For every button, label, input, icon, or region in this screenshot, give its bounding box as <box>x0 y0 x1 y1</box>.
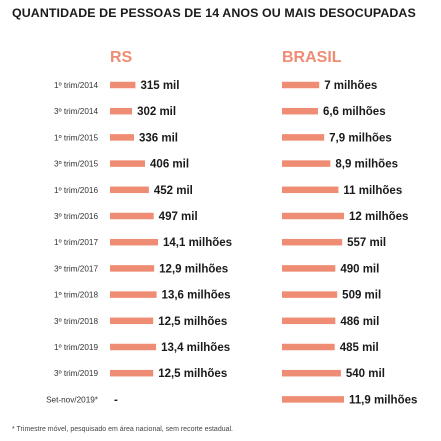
brasil-value-label: 486 mil <box>340 316 379 328</box>
brasil-value-label: 7,9 milhões <box>329 132 392 144</box>
category-label: 1º trim/2015 <box>54 133 98 142</box>
brasil-bar <box>282 186 339 194</box>
rs-value-label: 336 mil <box>139 132 178 144</box>
brasil-bar <box>282 238 343 246</box>
rs-bar <box>110 212 154 220</box>
rs-bar <box>110 317 154 325</box>
rs-bar <box>110 369 154 377</box>
rs-bar <box>110 160 146 167</box>
category-label: Set-nov/2019* <box>46 395 99 404</box>
rs-value-label: 406 mil <box>150 159 189 171</box>
rs-bar <box>110 265 155 272</box>
brasil-value-label: 509 mil <box>342 290 381 302</box>
rs-bar <box>110 81 136 89</box>
category-label: 1º trim/2016 <box>54 186 98 195</box>
brasil-column-header: BRASIL <box>282 49 342 66</box>
category-label: 3º trim/2016 <box>54 212 98 221</box>
brasil-value-label: 6,6 milhões <box>323 106 386 118</box>
brasil-value-label: 557 mil <box>347 237 386 249</box>
brasil-value-label: 11 milhões <box>343 185 402 197</box>
brasil-value-label: 12 milhões <box>349 211 408 223</box>
brasil-bar <box>282 107 318 115</box>
brasil-bar <box>282 265 336 272</box>
category-label: 3º trim/2018 <box>54 317 98 326</box>
brasil-bar <box>282 212 344 220</box>
rs-value-label: 12,5 milhões <box>158 316 227 328</box>
rs-bar <box>110 186 149 194</box>
brasil-value-label: 11,9 milhões <box>349 394 417 406</box>
brasil-value-label: 540 mil <box>346 368 385 380</box>
category-label: 3º trim/2019 <box>54 369 98 378</box>
brasil-bar <box>282 160 331 167</box>
rs-column-header: RS <box>110 49 133 66</box>
rs-value-label: 452 mil <box>154 185 193 197</box>
footnote: * Trimestre móvel, pesquisado em área na… <box>12 426 233 433</box>
brasil-value-label: 8,9 milhões <box>335 159 398 171</box>
category-label: 1º trim/2014 <box>54 81 98 90</box>
category-label: 1º trim/2017 <box>54 238 98 247</box>
rs-value-label: 302 mil <box>137 106 176 118</box>
category-label: 1º trim/2019 <box>54 343 98 352</box>
rs-bar <box>110 238 158 246</box>
brasil-bar <box>282 369 341 377</box>
category-label: 3º trim/2014 <box>54 107 98 116</box>
brasil-value-label: 490 mil <box>340 263 379 275</box>
rs-value-label: 315 mil <box>140 80 179 92</box>
brasil-value-label: 7 milhões <box>324 80 377 92</box>
brasil-bar <box>282 396 344 403</box>
rs-value-label: 14,1 milhões <box>163 237 232 249</box>
brasil-bar <box>282 81 320 89</box>
rs-value-label: - <box>114 394 118 406</box>
category-label: 3º trim/2015 <box>54 160 98 169</box>
rs-value-label: 12,5 milhões <box>158 368 227 380</box>
rs-bar <box>110 134 134 141</box>
rs-bar <box>110 343 157 351</box>
brasil-bar <box>282 291 338 298</box>
category-label: 3º trim/2017 <box>54 264 98 273</box>
rs-value-label: 13,4 milhões <box>161 342 230 354</box>
brasil-bar <box>282 343 335 351</box>
category-label: 1º trim/2018 <box>54 291 98 300</box>
rs-bar <box>110 107 133 115</box>
brasil-bar <box>282 134 325 141</box>
chart-title: QUANTIDADE DE PESSOAS DE 14 ANOS OU MAIS… <box>12 6 416 20</box>
brasil-value-label: 485 mil <box>340 342 379 354</box>
rs-bar <box>110 291 157 298</box>
brasil-bar <box>282 317 336 325</box>
rs-value-label: 13,6 milhões <box>162 290 231 302</box>
rs-value-label: 12,9 milhões <box>159 263 228 275</box>
rs-value-label: 497 mil <box>159 211 198 223</box>
